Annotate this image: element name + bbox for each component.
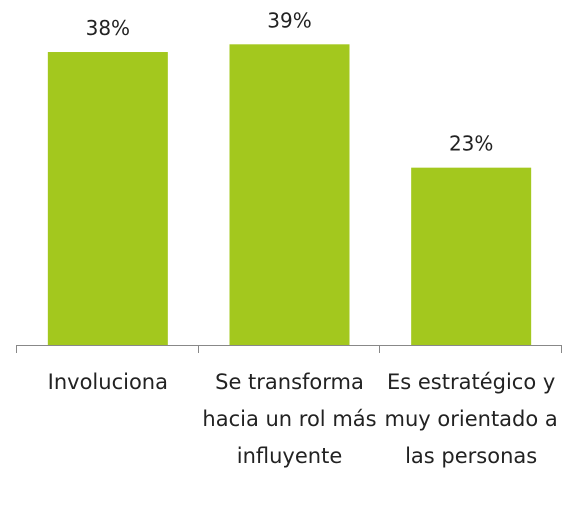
x-tick-label: Involuciona xyxy=(47,370,168,394)
bar xyxy=(47,52,168,346)
bar xyxy=(411,167,532,345)
bar xyxy=(229,44,350,346)
x-tick-label: Es estratégico y muy orientado a las per… xyxy=(384,370,558,468)
x-tick-label: Se transforma hacia un rol más influyent… xyxy=(202,370,377,468)
data-label: 39% xyxy=(267,8,311,32)
data-label: 23% xyxy=(449,132,493,156)
data-label: 38% xyxy=(86,16,130,40)
